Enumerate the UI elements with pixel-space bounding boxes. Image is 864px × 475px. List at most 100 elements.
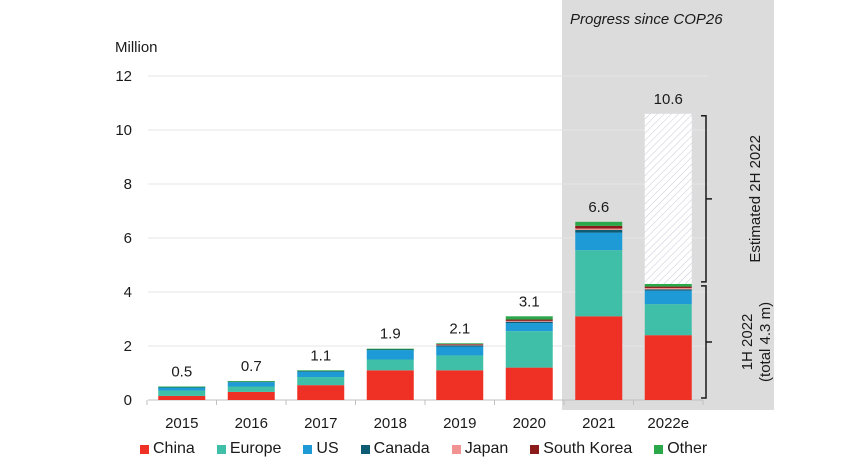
annotation-estimated-2h: Estimated 2H 2022	[747, 135, 764, 263]
bar-total-label: 2.1	[449, 320, 470, 337]
bar-segment-canada	[366, 348, 414, 351]
bar-segment-estimated-2h-2022	[644, 113, 692, 284]
bar-segment-other	[227, 381, 275, 382]
bar-total-label: 3.1	[519, 293, 540, 310]
bar-segment-japan	[575, 228, 623, 230]
legend-item-europe: Europe	[216, 440, 282, 458]
legend-item-other: Other	[654, 440, 707, 458]
bar-segment-europe	[158, 390, 206, 396]
x-tick-label: 2016	[235, 415, 268, 432]
bar-segment-other	[158, 386, 206, 388]
y-tick-label: 10	[115, 122, 132, 139]
shaded-region-label: Progress since COP26	[570, 11, 723, 28]
bar-segment-us	[505, 323, 553, 332]
bar-total-label: 1.9	[380, 326, 401, 343]
x-tick-label: 2022e	[647, 415, 689, 432]
legend-label: Canada	[373, 440, 430, 457]
bar-segment-south-korea	[436, 343, 484, 345]
legend-label: Europe	[229, 440, 282, 457]
x-tick-label: 2021	[582, 415, 615, 432]
bar-segment-china	[644, 335, 692, 400]
bar-segment-other	[505, 316, 553, 320]
bar-segment-europe	[227, 386, 275, 392]
bracket-estimated-2h	[701, 115, 712, 283]
bar-total-label: 1.1	[310, 347, 331, 364]
bracket-1h-2022	[701, 285, 712, 399]
bar-segment-south-korea	[505, 319, 553, 321]
bar-segment-us	[297, 371, 345, 378]
bar-segment-other	[436, 343, 484, 345]
bar-segment-canada	[575, 229, 623, 233]
bar-total-label: 0.7	[241, 358, 262, 375]
bar-segment-canada	[644, 289, 692, 291]
bar-segment-us	[366, 350, 414, 360]
y-tick-label: 2	[124, 338, 132, 355]
legend-item-us: US	[303, 440, 339, 458]
bar-segment-china	[575, 316, 623, 400]
bar-segment-china	[227, 391, 275, 400]
legend: China Europe US Canada Japan South Korea Other	[140, 440, 729, 458]
bar-segment-us	[575, 232, 623, 251]
x-tick-label: 2017	[304, 415, 337, 432]
legend-label: South Korea	[543, 440, 633, 457]
y-tick-label: 12	[115, 68, 132, 85]
legend-item-canada: Canada	[360, 440, 430, 458]
bar-segment-japan	[505, 320, 553, 322]
y-axis-unit-label: Million	[115, 39, 158, 56]
bar-segment-europe	[505, 331, 553, 368]
legend-label: Other	[667, 440, 708, 457]
bar-segment-japan	[436, 344, 484, 346]
bar-segment-other	[644, 283, 692, 287]
x-tick-label: 2020	[513, 415, 546, 432]
legend-swatch	[530, 444, 540, 454]
y-tick-label: 4	[124, 284, 132, 301]
bar-segment-us	[436, 346, 484, 356]
bar-segment-other	[366, 348, 414, 350]
bar-segment-china	[158, 395, 206, 400]
bar-segment-europe	[297, 377, 345, 386]
bar-segment-europe	[575, 250, 623, 317]
bar-segment-us	[644, 290, 692, 305]
y-tick-label: 8	[124, 176, 132, 193]
legend-item-japan: Japan	[451, 440, 509, 458]
bar-segment-other	[297, 370, 345, 372]
bar-segment-canada	[297, 370, 345, 372]
bar-segment-us	[158, 387, 206, 391]
bar-segment-china	[297, 385, 345, 400]
bar-segment-china	[366, 370, 414, 400]
legend-swatch	[451, 444, 461, 454]
annotation-1h-2022-line1: 1H 2022	[739, 314, 756, 371]
x-tick-label: 2015	[165, 415, 198, 432]
bar-segment-us	[227, 382, 275, 387]
bar-segment-canada	[505, 321, 553, 324]
legend-label: US	[316, 440, 339, 457]
legend-label: China	[153, 440, 195, 457]
bar-segment-china	[505, 367, 553, 400]
y-tick-label: 0	[124, 392, 132, 409]
bar-segment-europe	[644, 304, 692, 336]
x-tick-label: 2018	[374, 415, 407, 432]
bar-segment-south-korea	[644, 286, 692, 288]
bar-segment-south-korea	[575, 225, 623, 229]
legend-label: Japan	[464, 440, 509, 457]
bar-total-label: 10.6	[654, 91, 683, 108]
bar-segment-europe	[366, 359, 414, 371]
legend-swatch	[216, 444, 226, 454]
bar-total-label: 6.6	[588, 199, 609, 216]
y-tick-label: 6	[124, 230, 132, 247]
annotation-1h-2022-line2: (total 4.3 m)	[757, 302, 774, 382]
legend-swatch	[140, 444, 149, 454]
legend-item-south-korea: South Korea	[530, 440, 632, 458]
legend-swatch	[654, 444, 664, 454]
bar-segment-canada	[436, 345, 484, 347]
bar-segment-europe	[436, 355, 484, 371]
bar-segment-japan	[644, 287, 692, 290]
legend-swatch	[360, 444, 370, 454]
bar-total-label: 0.5	[171, 364, 192, 381]
bar-segment-china	[436, 370, 484, 400]
legend-swatch	[303, 444, 313, 454]
legend-item-china: China	[140, 440, 195, 458]
bar-segment-other	[575, 221, 623, 226]
x-tick-label: 2019	[443, 415, 476, 432]
